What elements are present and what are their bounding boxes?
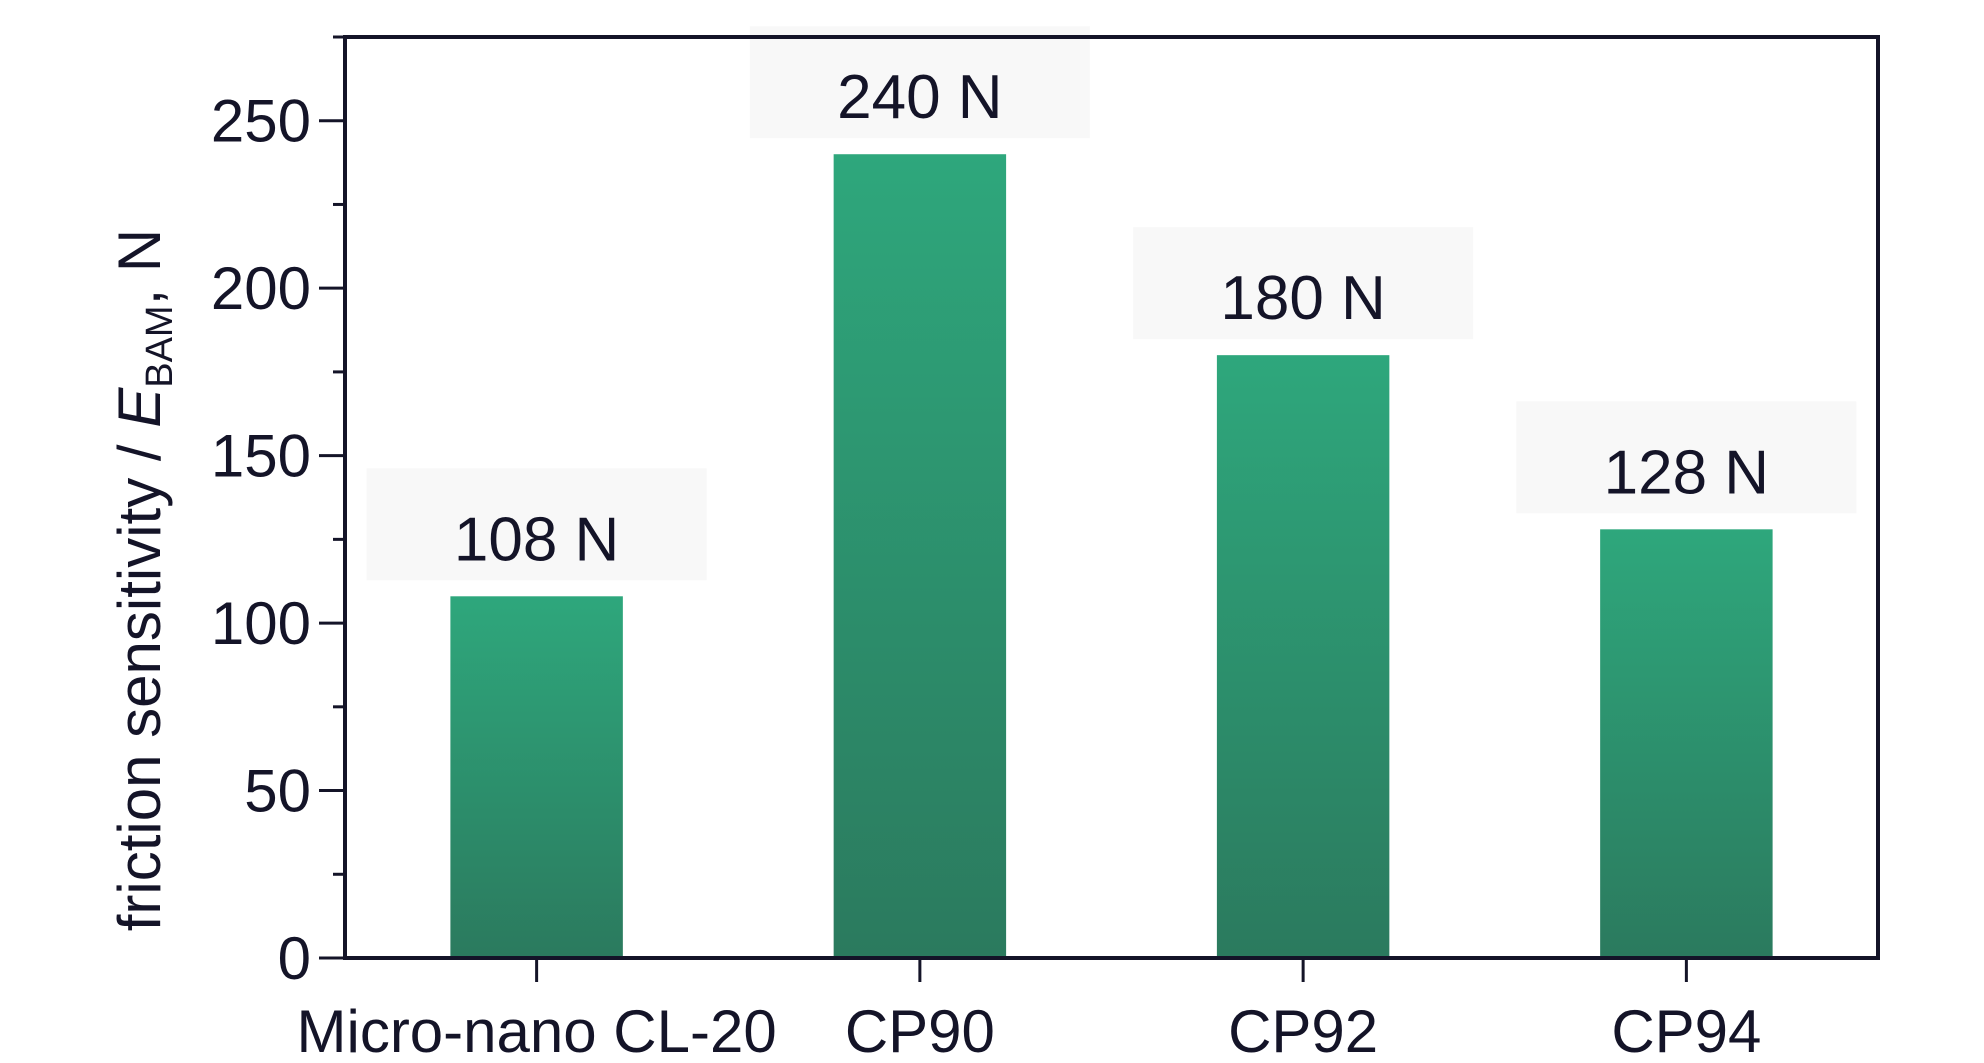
- data-label-background: [366, 468, 707, 581]
- data-label: 180 N: [1220, 264, 1385, 333]
- y-tick-label: 250: [211, 88, 311, 155]
- x-tick-label: CP94: [1611, 998, 1761, 1063]
- y-tick-label: 200: [211, 255, 311, 322]
- plot-frame: [343, 35, 1880, 960]
- bar: [833, 154, 1007, 958]
- data-label-background: [749, 26, 1090, 139]
- y-axis-title-subscript: BAM: [139, 305, 181, 387]
- x-tick-label: CP90: [845, 998, 995, 1063]
- data-label: 108 N: [454, 505, 619, 574]
- bar: [1600, 529, 1773, 958]
- y-axis-title-suffix: , N: [106, 229, 173, 306]
- y-axis-title-prefix: friction sensitivity /: [106, 428, 173, 931]
- x-tick-label: CP92: [1228, 998, 1378, 1063]
- y-axis: 0 50 100 150 200 250: [211, 35, 345, 992]
- data-label: 240 N: [837, 63, 1002, 132]
- y-tick-label: 0: [278, 925, 311, 992]
- x-axis: Micro-nano CL-20 CP90 CP92 CP94: [297, 958, 1761, 1063]
- x-tick-label: Micro-nano CL-20: [297, 998, 777, 1063]
- y-tick-label: 100: [211, 590, 311, 657]
- y-tick-label: 50: [244, 758, 311, 825]
- y-axis-title-symbol: E: [106, 387, 173, 428]
- data-label-background: [1133, 227, 1474, 340]
- y-tick-label: 150: [211, 423, 311, 490]
- plot-area: 108 N 240 N 180 N 128 N: [366, 26, 1857, 958]
- bar: [450, 596, 623, 958]
- bar: [1216, 355, 1390, 958]
- data-label: 128 N: [1604, 438, 1769, 507]
- y-axis-title: friction sensitivity / EBAM, N: [106, 229, 181, 932]
- data-label-background: [1516, 401, 1857, 514]
